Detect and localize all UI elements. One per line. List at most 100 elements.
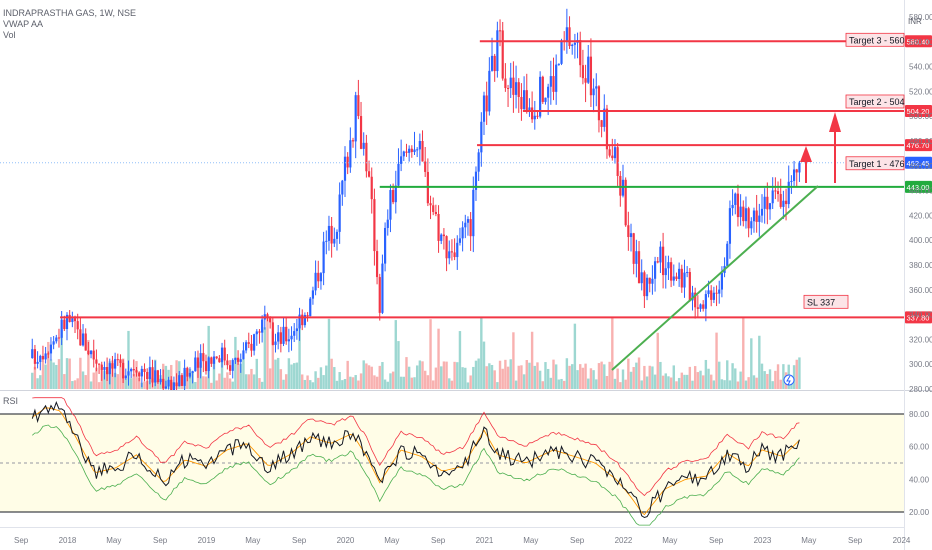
candle-body <box>560 40 563 64</box>
volume-bar <box>533 365 536 389</box>
candle-body <box>33 349 37 364</box>
candle-body <box>779 194 782 207</box>
rsi-indicator-label[interactable]: RSI <box>3 396 19 406</box>
target-arrows[interactable] <box>800 112 841 183</box>
lightning-icon[interactable] <box>783 374 795 386</box>
candle-body <box>271 322 274 345</box>
candle-series[interactable] <box>31 8 801 399</box>
candle-body <box>798 162 801 173</box>
candle-body <box>643 272 646 297</box>
candle-body <box>151 367 154 383</box>
volume-bar <box>242 359 245 389</box>
candle-body <box>747 208 750 229</box>
annotation-label[interactable]: Target 1 - 476 <box>845 156 905 171</box>
volume-bar <box>303 379 307 389</box>
price-tick-label: 320.00 <box>909 335 932 344</box>
price-tick-label: 380.00 <box>909 261 932 270</box>
volume-bar <box>504 359 507 389</box>
volume-bar <box>394 320 397 389</box>
volume-bar <box>677 377 681 389</box>
candle-body <box>488 70 491 112</box>
volume-bar <box>458 331 462 389</box>
volume-bar <box>538 370 542 389</box>
trendline-drawing[interactable] <box>611 185 819 371</box>
candle-body <box>728 208 732 244</box>
candle-body <box>73 318 77 322</box>
rsi-pane[interactable] <box>0 397 904 526</box>
candle-body <box>648 277 651 284</box>
candle-body <box>100 364 103 370</box>
candle-body <box>63 319 66 329</box>
candle-body <box>485 95 488 112</box>
candle-body <box>250 343 253 351</box>
candle-body <box>744 208 748 222</box>
candle-body <box>383 227 387 264</box>
candle-body <box>287 339 290 342</box>
candle-body <box>231 360 234 371</box>
volume-bar <box>680 372 684 389</box>
candle-body <box>595 86 598 89</box>
time-tick-label: May <box>106 536 121 545</box>
volume-bar <box>89 381 93 389</box>
symbol-title[interactable]: INDRAPRASTHA GAS, 1W, NSE <box>3 8 137 18</box>
volume-bar <box>565 358 569 389</box>
rsi-upper-band <box>32 397 800 497</box>
time-tick-label: 2023 <box>754 536 772 545</box>
volume-bar <box>397 341 400 389</box>
candle-body <box>496 30 499 72</box>
candle-body <box>311 290 315 299</box>
level-lines[interactable]: 560.40 504.20 476.70 462.45 443.00 337.80 <box>0 35 932 324</box>
volume-bar <box>726 360 729 389</box>
candle-body <box>309 298 312 317</box>
volume-bar <box>362 360 365 389</box>
candle-body <box>226 360 229 366</box>
candle-body <box>255 331 258 335</box>
annotation-label[interactable]: Target 2 - 504 <box>845 94 905 109</box>
volume-bar <box>239 363 242 389</box>
candle-body <box>405 151 408 153</box>
volume-bar <box>710 374 713 389</box>
candle-body <box>424 161 427 172</box>
annotation-labels[interactable]: Target 3 - 560 Target 2 - 504 Target 1 - 4… <box>803 32 905 309</box>
volume-bar <box>319 367 323 389</box>
volume-bar <box>365 363 368 389</box>
support-trendline[interactable] <box>611 185 819 371</box>
volume-indicator-label[interactable]: Vol <box>3 30 16 40</box>
candle-body <box>215 356 218 359</box>
candle-body <box>378 277 381 313</box>
candle-body <box>148 367 151 379</box>
volume-bar <box>202 376 205 389</box>
vwap-indicator-label[interactable]: VWAP AA <box>3 19 44 29</box>
candle-body <box>661 246 665 276</box>
candle-body <box>637 251 641 284</box>
volume-bar <box>536 362 539 389</box>
candle-body <box>440 234 443 241</box>
annotation-label-text: Target 1 - 476 <box>849 159 905 169</box>
candle-body <box>493 55 496 72</box>
annotation-label[interactable]: Target 3 - 560 <box>845 32 905 47</box>
candle-body <box>47 353 50 355</box>
volume-bar <box>472 366 475 389</box>
volume-bar <box>461 367 464 389</box>
candle-body <box>549 76 552 87</box>
rsi-line[interactable] <box>31 401 800 519</box>
price-tick-label: 520.00 <box>909 87 932 96</box>
candle-body <box>589 56 593 96</box>
candle-body <box>119 359 122 363</box>
candle-body <box>186 367 189 377</box>
time-tick-label: Sep <box>153 536 168 545</box>
candle-body <box>68 314 71 323</box>
candle-body <box>760 208 764 216</box>
volume-bar <box>309 380 312 389</box>
annotation-label[interactable]: SL 337 <box>803 294 849 309</box>
candle-body <box>506 88 510 90</box>
volume-bar <box>795 359 798 389</box>
candle-body <box>397 163 400 186</box>
volume-bar <box>608 361 611 389</box>
volume-bar <box>664 373 667 389</box>
time-tick-label: May <box>662 536 677 545</box>
candle-body <box>175 382 178 387</box>
volume-bar <box>71 381 74 389</box>
volume-bar <box>579 364 582 389</box>
